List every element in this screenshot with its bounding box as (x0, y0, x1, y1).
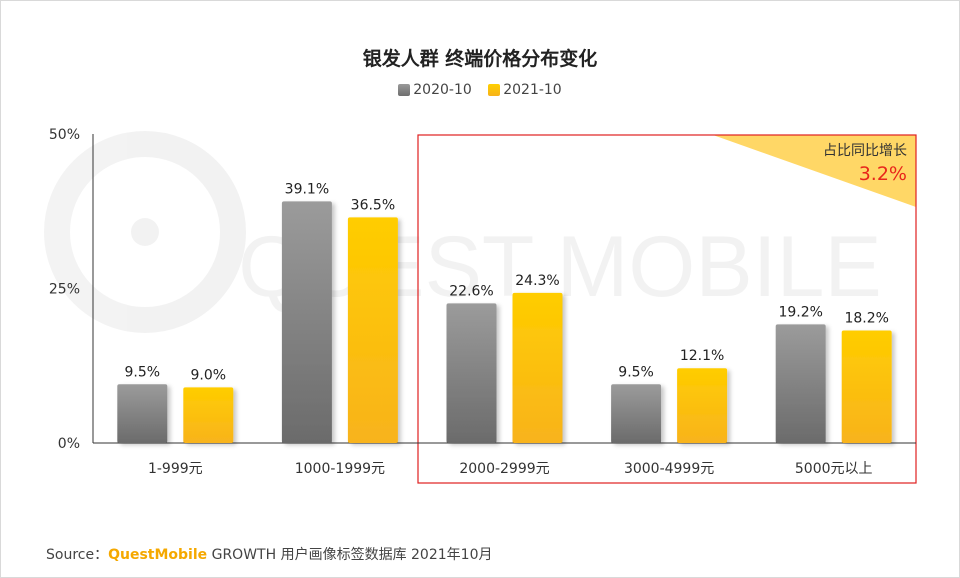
bar-2020-10-0 (117, 384, 168, 443)
data-label-2020-10-4: 19.2% (778, 304, 822, 320)
bar-2021-10-3 (677, 368, 728, 443)
bar-2021-10-4 (841, 330, 892, 443)
data-label-2020-10-3: 9.5% (618, 364, 654, 380)
bar-2020-10-3 (611, 384, 662, 443)
highlight-box (417, 134, 917, 484)
data-label-2021-10-3: 12.1% (680, 348, 724, 364)
legend-swatch-2020 (398, 84, 411, 96)
x-tick-label-3: 3000-4999元 (624, 461, 714, 477)
data-label-2021-10-2: 24.3% (515, 273, 559, 289)
legend: 2020-10 2021-10 (0, 82, 960, 100)
data-label-2020-10-2: 22.6% (449, 283, 493, 299)
data-label-2021-10-4: 18.2% (844, 311, 888, 327)
source-prefix: Source： (46, 547, 109, 563)
legend-swatch-2021 (488, 84, 501, 96)
bar-2021-10-0 (183, 387, 234, 443)
x-tick-label-1: 1000-1999元 (295, 461, 385, 477)
data-label-2020-10-1: 39.1% (285, 181, 329, 197)
y-tick-label-2: 50% (49, 127, 80, 143)
bar-2021-10-2 (512, 292, 563, 443)
bar-2020-10-2 (446, 303, 497, 443)
x-tick-label-4: 5000元以上 (795, 461, 873, 477)
x-tick-label-2: 2000-2999元 (459, 461, 549, 477)
bar-2020-10-4 (775, 324, 826, 443)
annotation-triangle (713, 135, 916, 207)
x-tick-label-0: 1-999元 (148, 461, 203, 477)
legend-label-2020: 2020-10 (413, 82, 472, 98)
legend-item-2021: 2021-10 (488, 82, 562, 98)
legend-label-2021: 2021-10 (503, 82, 562, 98)
chart-title: 银发人群 终端价格分布变化 (362, 48, 598, 70)
bar-2020-10-1 (281, 201, 332, 443)
watermark-ring (44, 131, 246, 333)
source-text: GROWTH 用户画像标签数据库 2021年10月 (211, 547, 493, 563)
watermark: QUEST MOBILE (44, 131, 882, 333)
legend-item-2020: 2020-10 (398, 82, 472, 98)
data-label-2021-10-0: 9.0% (191, 367, 227, 383)
watermark-dot (131, 218, 159, 246)
y-tick-label-1: 25% (49, 282, 80, 298)
annotation-label: 占比同比增长 (823, 143, 907, 159)
data-label-2021-10-1: 36.5% (351, 197, 395, 213)
y-tick-label-0: 0% (58, 436, 80, 452)
source-brand: QuestMobile (108, 547, 208, 563)
bar-2021-10-1 (347, 217, 398, 443)
annotation-value: 3.2% (859, 163, 907, 185)
data-label-2020-10-0: 9.5% (125, 364, 161, 380)
source-note: Source：QuestMobile GROWTH 用户画像标签数据库 2021… (46, 544, 492, 564)
